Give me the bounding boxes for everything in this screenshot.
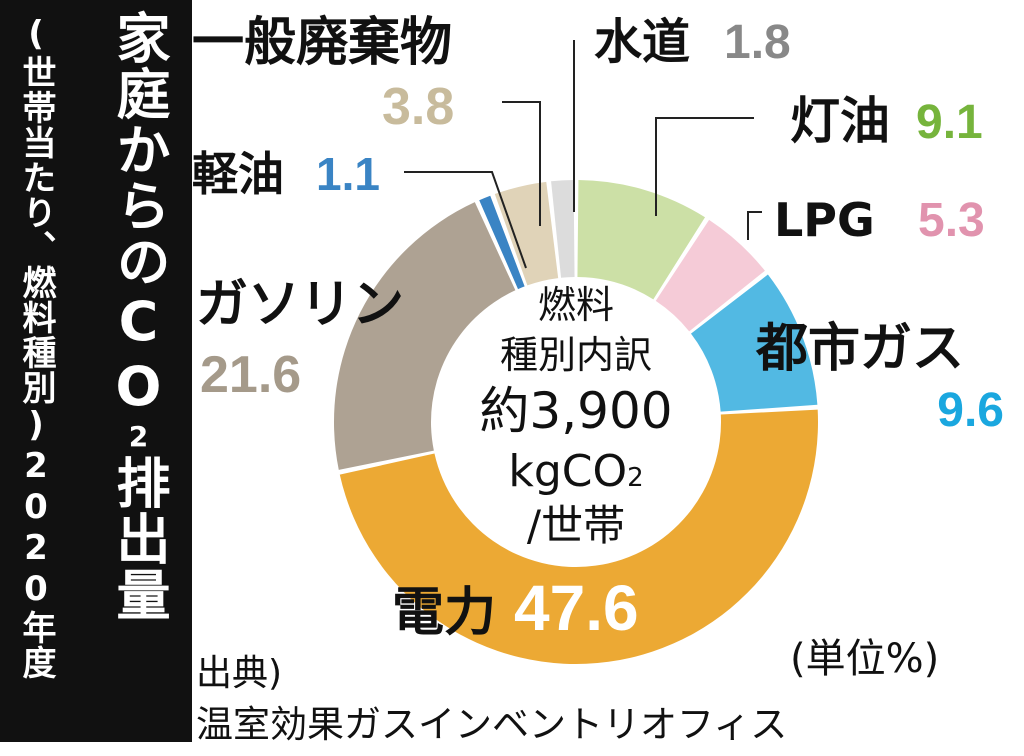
source-label: 出典): [196, 653, 283, 694]
donut-slices: [334, 180, 818, 664]
category-label-ガソリン: ガソリン: [196, 275, 404, 335]
leader-LPG: [747, 211, 762, 240]
leader-灯油: [655, 117, 754, 216]
value-label-ガソリン: 21.6: [200, 346, 301, 404]
source-name: 温室効果ガスインベントリオフィス: [196, 703, 788, 746]
chart-title: 家庭からのCO2排出量: [99, 10, 178, 623]
value-label-水道: 1.8: [724, 16, 791, 69]
title-main-end: 排出量: [107, 455, 170, 623]
category-label-電力: 電力: [392, 583, 496, 643]
value-label-都市ガス: 9.6: [937, 384, 1004, 437]
slice-一般廃棄物: [494, 181, 559, 286]
category-label-軽油: 軽油: [192, 147, 284, 201]
category-label-水道: 水道: [594, 14, 690, 70]
value-label-一般廃棄物: 3.8: [382, 78, 454, 136]
center-line-3: 約3,900: [479, 382, 672, 440]
slice-水道: [551, 180, 575, 278]
category-label-LPG: LPG: [774, 193, 875, 247]
value-label-電力: 47.6: [514, 572, 639, 644]
leader-lines: [404, 40, 762, 269]
category-label-都市ガス: 都市ガス: [755, 319, 964, 379]
leader-軽油: [404, 171, 527, 269]
slice-都市ガス: [690, 274, 818, 412]
center-line-4-sub: 2: [627, 463, 644, 493]
center-line-4: kgCO2: [508, 446, 643, 497]
center-line-4-text: kgCO: [508, 446, 627, 497]
center-line-2: 種別内訳: [500, 333, 652, 377]
leader-一般廃棄物: [502, 101, 541, 226]
category-label-灯油: 灯油: [790, 92, 890, 150]
chart-subtitle: (世帯当たり、燃料種別)2020年度: [16, 14, 56, 680]
value-label-LPG: 5.3: [918, 194, 985, 247]
slice-ガソリン: [334, 202, 516, 470]
title-main-text: 家庭からのCO: [107, 10, 170, 420]
value-label-灯油: 9.1: [916, 96, 983, 149]
slice-軽油: [479, 195, 525, 290]
center-line-5: /世帯: [527, 501, 625, 550]
value-label-軽油: 1.1: [316, 148, 380, 200]
title-subscript: 2: [122, 420, 155, 455]
slice-電力: [339, 409, 818, 664]
center-caption: 燃料 種別内訳 約3,900 kgCO2 /世帯: [479, 283, 672, 550]
title-banner: 家庭からのCO2排出量 (世帯当たり、燃料種別)2020年度: [0, 0, 192, 742]
unit-note: (単位%): [790, 636, 940, 682]
slice-灯油: [577, 180, 706, 300]
slice-LPG: [655, 219, 765, 332]
category-label-一般廃棄物: 一般廃棄物: [192, 13, 452, 73]
center-line-1: 燃料: [538, 283, 614, 327]
